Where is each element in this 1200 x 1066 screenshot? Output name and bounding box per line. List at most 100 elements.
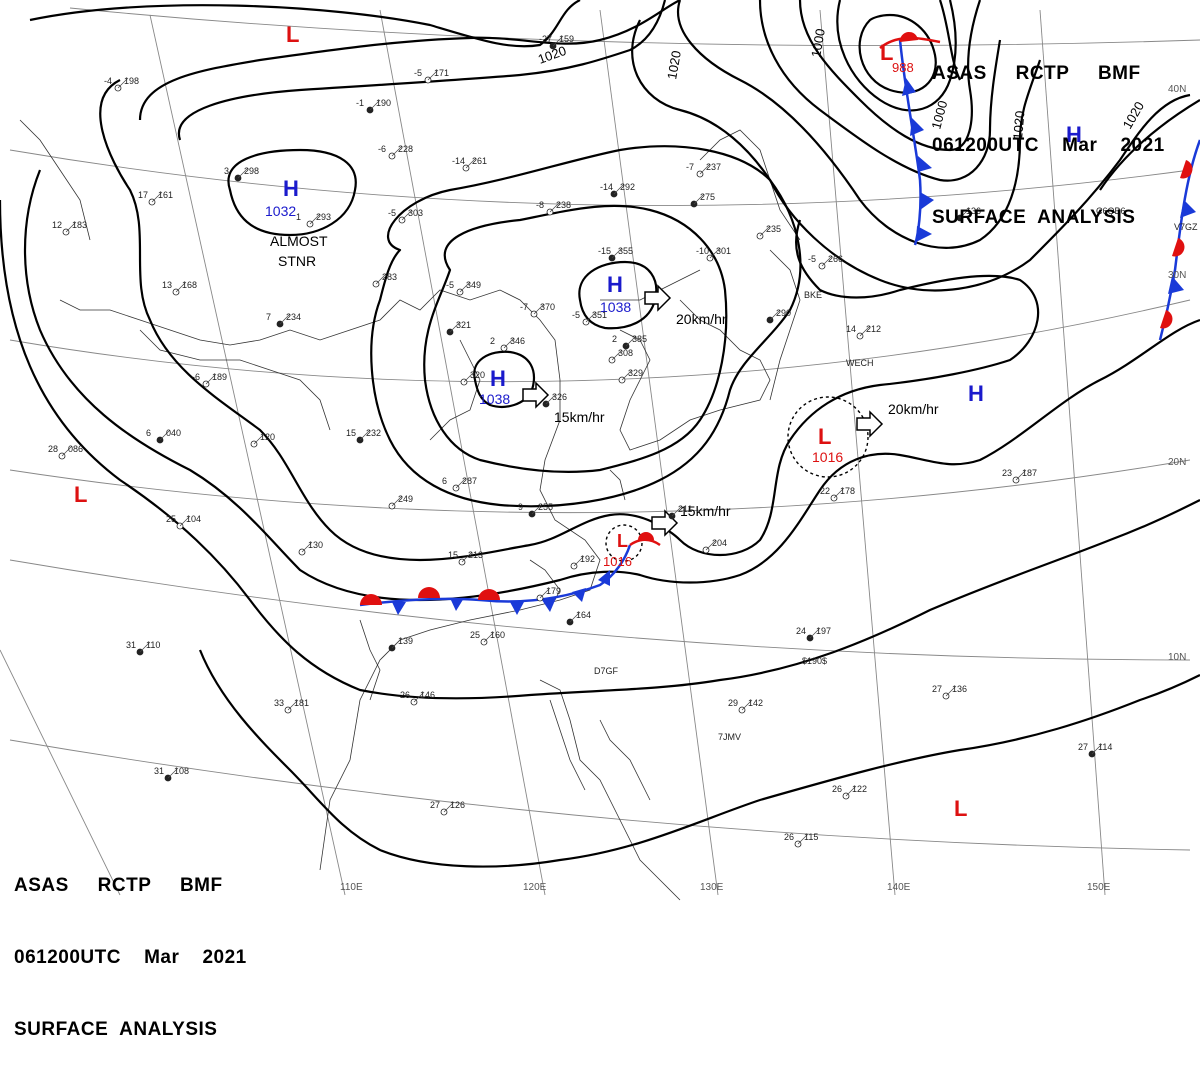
station-temp: -7 (520, 302, 528, 312)
low-circles (605, 396, 869, 562)
ship-id: WECH (846, 358, 874, 368)
lon-label: 120E (523, 882, 547, 893)
station-plot: 15 213 (448, 550, 483, 566)
station-plot: 139 (388, 636, 413, 652)
header-line-3: SURFACE ANALYSIS (932, 207, 1136, 228)
station-plot: 14 212 (846, 324, 881, 340)
lat-label: 40N (1168, 84, 1186, 95)
station-plot: 211 (668, 504, 692, 520)
wind-barb (401, 209, 413, 221)
station-temp: 3 (224, 166, 229, 176)
station-plot: 130 (298, 540, 323, 556)
station-pressure: 160 (490, 630, 505, 640)
station-plot: 136 (956, 206, 981, 222)
station-plot: 1 293 (296, 212, 331, 228)
motion-label: 20km/hr (888, 401, 939, 417)
ship-id: BKE (804, 290, 822, 300)
station-temp: 6 (442, 476, 447, 486)
low-symbol: L (818, 424, 831, 449)
wind-barb (611, 349, 623, 361)
wind-barb (845, 785, 857, 797)
station-pressure: 298 (244, 166, 259, 176)
station-pressure: 237 (706, 162, 721, 172)
wind-barb (859, 325, 871, 337)
station-plot: -7 370 (520, 302, 555, 318)
ship-id: C6QB6 (1096, 206, 1126, 216)
wind-barb (179, 515, 191, 527)
station-plot: -1 190 (356, 98, 391, 114)
station-plot: 283 (372, 272, 397, 288)
station-pressure: 197 (816, 626, 831, 636)
wind-barb (959, 207, 971, 219)
station-pressure: 232 (366, 428, 381, 438)
wind-barb (61, 445, 73, 457)
station-temp: 31 (126, 640, 136, 650)
wind-barb (413, 691, 425, 703)
station-temp: 33 (274, 698, 284, 708)
isobar-label: 1000 (928, 99, 950, 131)
station-plot: -6 228 (378, 144, 413, 160)
station-temp: -5 (446, 280, 454, 290)
station-pressure: 120 (260, 432, 275, 442)
station-pressure: 139 (398, 636, 413, 646)
station-pressure: 235 (766, 224, 781, 234)
isobar (227, 148, 357, 237)
station-pressure: 179 (546, 586, 561, 596)
station-pressure: 114 (1098, 742, 1112, 752)
station-plot: -8 238 (536, 200, 571, 216)
ship-id: 7JMV (718, 732, 741, 742)
station-temp: 7 (266, 312, 271, 322)
isobar (631, 19, 1191, 292)
ship-ids: BKE WECH C6QB6 D7GF 7JMV $190$ V7GZ (594, 206, 1198, 742)
station-pressure: 189 (212, 372, 227, 382)
station-temp: 6 (146, 428, 151, 438)
wind-barb (693, 193, 705, 205)
isobar (858, 13, 937, 94)
station-temp: 29 (728, 698, 738, 708)
station-plot: 24 197 (796, 626, 831, 642)
station-temp: 23 (1002, 468, 1012, 478)
station-pressure: 110 (146, 640, 160, 650)
high-symbol: H (283, 176, 299, 201)
station-plot: -7 237 (686, 162, 721, 178)
isobar (23, 169, 1200, 602)
station-pressure: 355 (618, 246, 633, 256)
wind-barb (301, 541, 313, 553)
wind-barb (945, 685, 957, 697)
station-plot: 25 104 (166, 514, 201, 530)
lat-label: 20N (1168, 457, 1186, 468)
station-pressure: 228 (398, 144, 413, 154)
station-plot: 179 (536, 586, 561, 602)
station-plot: 9 255 (518, 502, 553, 518)
isobar (370, 145, 802, 508)
station-temp: -14 (452, 156, 465, 166)
station-pressure: 261 (472, 156, 487, 166)
low-circle (605, 524, 643, 562)
station-pressure: 290 (776, 308, 791, 318)
isobar (138, 0, 681, 121)
station-temp: 31 (154, 766, 164, 776)
station-pressure: 320 (470, 370, 485, 380)
station-pressure: 086 (68, 444, 83, 454)
high-symbol: H (490, 366, 506, 391)
station-pressure: 181 (294, 698, 309, 708)
station-pressure: 136 (966, 206, 981, 216)
station-plot: 7 234 (266, 312, 301, 328)
station-pressure: 293 (316, 212, 331, 222)
isobar (177, 0, 667, 141)
wind-barb (391, 145, 403, 157)
wind-barb (797, 833, 809, 845)
wind-barb (391, 495, 403, 507)
wind-barb (167, 767, 179, 779)
station-temp: 27 (932, 684, 942, 694)
isobar-label: 1000 (808, 27, 828, 58)
cold-front-ne (879, 31, 941, 246)
grid-labels: 110E 120E 130E 140E 150E 10N 20N 30N 40N (340, 84, 1186, 893)
station-plot: 28 086 (48, 444, 83, 460)
station-temp: 14 (846, 324, 856, 334)
station-pressure: 292 (620, 182, 635, 192)
station-temp: -10 (696, 246, 709, 256)
station-temp: 15 (346, 428, 356, 438)
station-plot: 22 178 (820, 486, 855, 502)
station-temp: -5 (388, 208, 396, 218)
